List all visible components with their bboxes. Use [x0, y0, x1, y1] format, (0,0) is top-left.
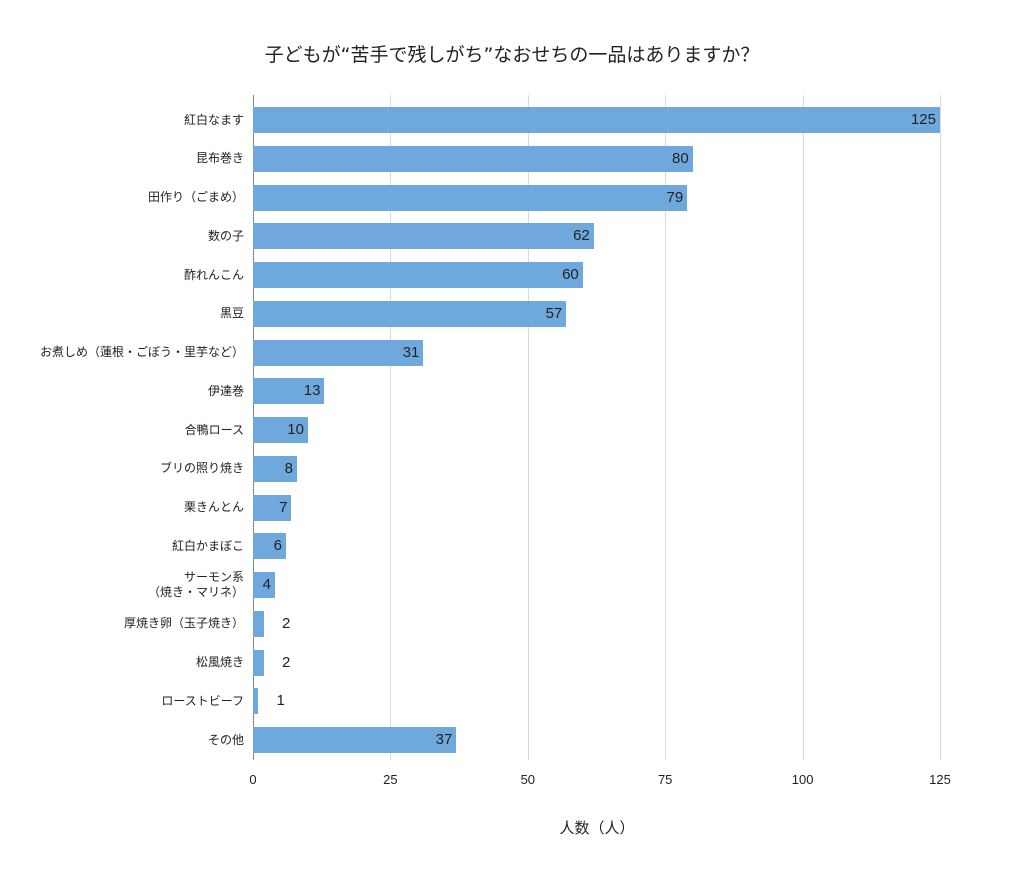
category-label: お煮しめ（蓮根・ごぼう・里芋など） — [39, 345, 244, 359]
bar — [253, 649, 264, 676]
bar-value-label: 8 — [284, 459, 293, 477]
category-label: ローストビーフ — [161, 693, 244, 708]
bar-value-label: 2 — [281, 614, 291, 632]
bar — [253, 339, 424, 366]
bar-value-label: 79 — [666, 188, 684, 206]
bar — [253, 184, 688, 211]
bar — [253, 107, 940, 133]
x-tick-label: 125 — [929, 772, 951, 787]
bar-value-label: 4 — [262, 576, 271, 593]
bar — [253, 533, 286, 560]
bar-value-label: 7 — [279, 498, 288, 516]
category-label: その他 — [207, 732, 244, 747]
category-label: 黒豆 — [219, 306, 244, 321]
x-tick-label: 0 — [249, 772, 257, 787]
bar-value-label: 13 — [303, 382, 321, 400]
gridline — [940, 95, 941, 760]
bar — [253, 223, 594, 250]
bar — [253, 727, 457, 753]
x-tick-label: 100 — [791, 772, 814, 787]
bar-value-label: 57 — [545, 304, 563, 322]
category-label: 田作り（ごまめ） — [147, 190, 244, 204]
bar — [253, 572, 275, 598]
plot-area: 125 80 79 62 60 57 31 13 10 8 7 6 4 2 2 1 37 — [253, 95, 941, 760]
x-tick-label: 50 — [520, 772, 536, 787]
bar-value-label: 80 — [672, 149, 689, 167]
bar — [253, 145, 693, 172]
bar-value-label: 37 — [435, 731, 453, 748]
category-label: 酢れんこん — [183, 267, 244, 282]
bar-value-label: 1 — [276, 692, 285, 710]
bar — [253, 455, 297, 482]
x-axis-label: 人数（人） — [559, 819, 635, 837]
category-label: 数の子 — [207, 228, 244, 243]
gridline — [665, 95, 667, 760]
category-label: サーモン系 （焼き・マリネ） — [147, 570, 244, 599]
bar-value-label: 62 — [573, 227, 590, 245]
gridline — [390, 95, 392, 760]
bar-value-label: 31 — [402, 343, 420, 361]
category-label: 紅白かまぼこ — [171, 538, 244, 553]
bar — [253, 417, 308, 443]
bar — [253, 610, 264, 637]
x-tick-label: 75 — [657, 772, 673, 787]
bar — [253, 262, 583, 288]
gridline — [527, 95, 529, 760]
bar — [253, 378, 325, 405]
bar-value-label: 2 — [281, 653, 291, 671]
bar — [253, 494, 292, 521]
category-label: 松風焼き — [195, 655, 244, 669]
category-label: 伊達巻 — [207, 383, 244, 398]
category-label: 厚焼き卵（玉子焼き） — [123, 616, 244, 631]
category-label: 昆布巻き — [195, 151, 244, 166]
category-label: 合鴨ロース — [184, 422, 244, 437]
bar-value-label: 60 — [562, 266, 579, 283]
x-tick-label: 25 — [383, 772, 398, 787]
bar-value-label: 6 — [273, 537, 282, 555]
bar — [253, 688, 259, 715]
bar — [253, 300, 567, 327]
category-label: ブリの照り焼き — [159, 461, 244, 476]
chart-title: 子どもが“苦手で残しがち”なおせちの一品はありますか？ — [264, 44, 760, 66]
bar-value-label: 10 — [287, 421, 304, 438]
bar-value-label: 125 — [910, 111, 936, 128]
gridline — [802, 95, 804, 760]
category-label: 紅白なます — [183, 112, 244, 127]
category-label: 栗きんとん — [183, 500, 244, 514]
